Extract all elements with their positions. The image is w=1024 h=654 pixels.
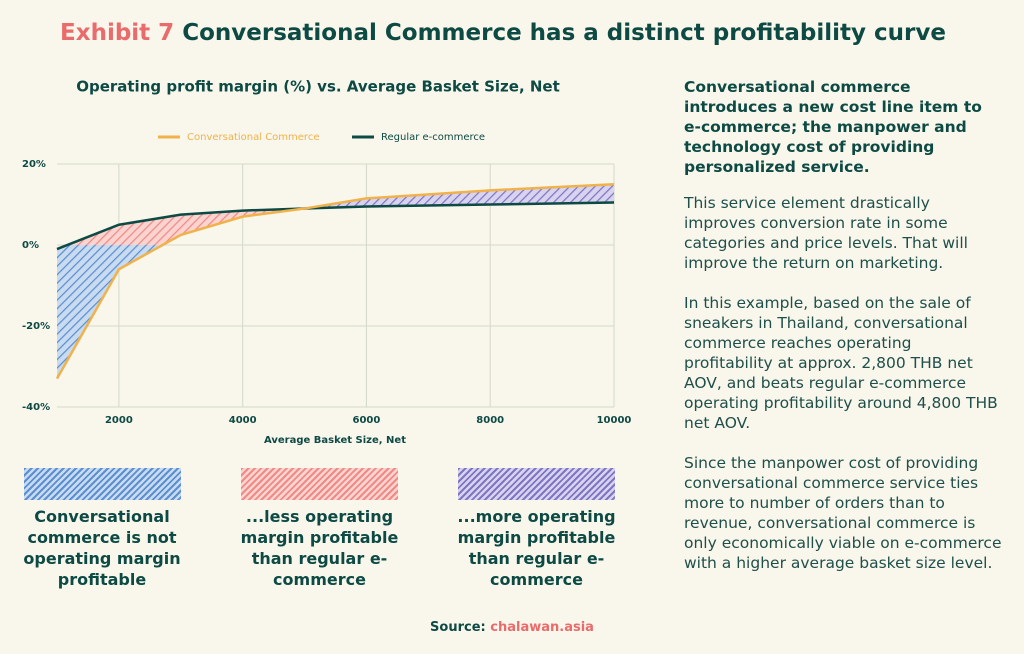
title: Exhibit 7 Conversational Commerce has a … bbox=[0, 20, 1006, 46]
y-tick-label: -20% bbox=[22, 321, 50, 332]
line bbox=[55, 183, 615, 380]
legend-box-label: Conversational commerce is not operating… bbox=[23, 507, 181, 589]
paragraph: This service element drastically improve… bbox=[684, 194, 968, 272]
source-label: Source: bbox=[430, 620, 486, 635]
legend-swatch-red bbox=[241, 468, 398, 500]
x-tick-label: 10000 bbox=[597, 415, 632, 426]
x-tick-label: 2000 bbox=[105, 415, 133, 426]
legend-box-label: ...more operating margin profitable than… bbox=[457, 507, 616, 589]
legend-label: Conversational Commerce bbox=[187, 132, 319, 143]
exhibit-title: Conversational Commerce has a distinct p… bbox=[182, 20, 946, 46]
source: Source: chalawan.asia bbox=[0, 620, 1024, 635]
y-tick-label: 0% bbox=[22, 240, 39, 251]
y-tick-label: 20% bbox=[22, 159, 46, 170]
paragraph: In this example, based on the sale of sn… bbox=[684, 294, 998, 432]
chart: Operating profit margin (%) vs. Average … bbox=[22, 78, 632, 447]
exhibit-label: Exhibit 7 bbox=[60, 20, 175, 46]
region-less-profitable bbox=[57, 202, 614, 245]
line bbox=[56, 201, 615, 251]
source-link[interactable]: chalawan.asia bbox=[490, 620, 594, 635]
legend-box-label: ...less operating margin profitable than… bbox=[240, 507, 399, 589]
region-more-profitable bbox=[57, 184, 614, 245]
paragraph: Since the manpower cost of providing con… bbox=[684, 454, 1002, 572]
y-tick-label: -40% bbox=[22, 402, 50, 413]
region-group bbox=[57, 184, 614, 245]
x-axis-label: Average Basket Size, Net bbox=[264, 435, 406, 446]
region-unprofitable bbox=[57, 245, 163, 379]
sidebar: Conversational commerce introduces a new… bbox=[684, 77, 1002, 593]
x-tick-label: 4000 bbox=[229, 415, 257, 426]
x-tick-label: 6000 bbox=[353, 415, 381, 426]
legend-swatch-purple bbox=[458, 468, 615, 500]
legend-label: Regular e-commerce bbox=[381, 132, 485, 143]
legend-swatch-blue bbox=[24, 468, 181, 500]
x-tick-label: 8000 bbox=[476, 415, 504, 426]
chart-title: Operating profit margin (%) vs. Average … bbox=[76, 78, 560, 96]
sidebar-heading: Conversational commerce introduces a new… bbox=[684, 78, 982, 176]
